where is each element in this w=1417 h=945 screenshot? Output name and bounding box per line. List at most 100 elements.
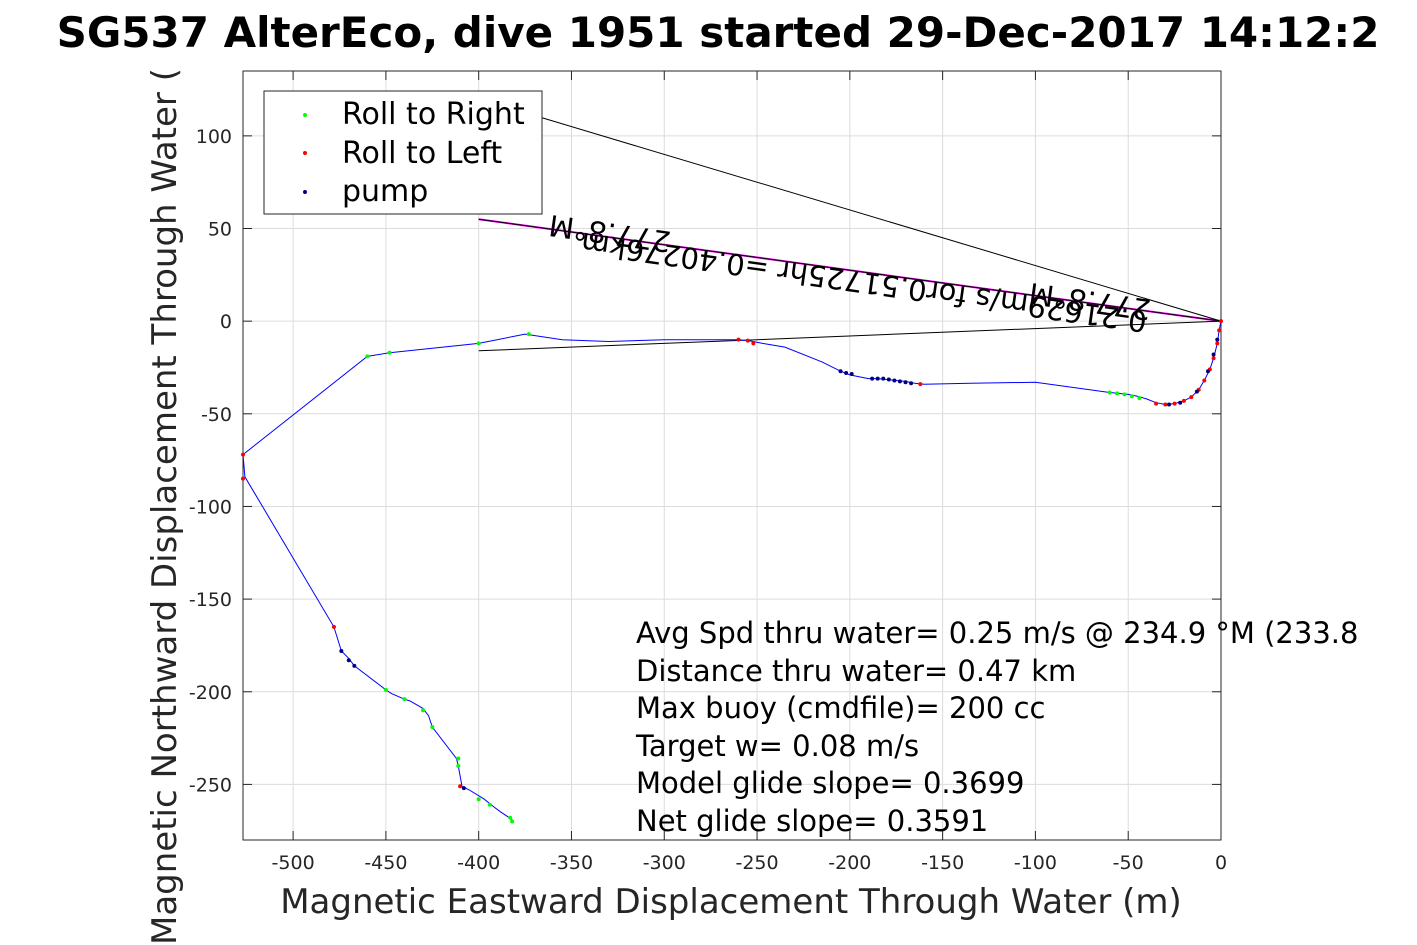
pump-marker (909, 381, 914, 386)
roll-right-marker (1122, 392, 1127, 397)
roll-left-marker (1163, 402, 1168, 407)
x-tick-label: 0 (1215, 852, 1227, 874)
dive-stats: Avg Spd thru water= 0.25 m/s @ 234.9 °M … (635, 616, 1358, 838)
legend-swatch-roll-right (303, 113, 307, 117)
roll-left-marker (1219, 319, 1223, 324)
pump-marker (352, 663, 357, 668)
y-tick-label: -250 (189, 774, 232, 796)
roll-right-marker (476, 797, 481, 802)
pump-marker (897, 379, 902, 384)
heading-annotation-lines (478, 98, 1222, 352)
roll-right-marker (508, 815, 513, 820)
roll-right-marker (421, 708, 426, 713)
roll-left-marker (1211, 356, 1216, 361)
y-tick-label: -50 (201, 404, 232, 426)
legend: Roll to Right Roll to Left pump (263, 90, 543, 215)
x-tick-label: -200 (828, 852, 871, 874)
roll-left-marker (1215, 341, 1220, 346)
pump-marker (875, 376, 880, 381)
chart-title: SG537 AlterEco, dive 1951 started 29-Dec… (57, 8, 1380, 57)
stat-max-buoy: Max buoy (cmdfile)= 200 cc (636, 691, 1045, 725)
roll-left-marker (1181, 398, 1186, 403)
roll-right-marker (383, 687, 388, 692)
y-axis-label: Magnetic Northward Displacement Through … (145, 68, 185, 945)
pump-marker (903, 380, 908, 385)
pump-marker (346, 658, 351, 663)
y-tick-label: 50 (208, 219, 232, 241)
roll-left-marker (241, 476, 245, 481)
roll-left-marker (241, 452, 245, 457)
roll-left-marker (745, 338, 750, 343)
roll-right-marker (387, 350, 392, 355)
roll-left-marker (1154, 401, 1159, 406)
x-tick-label: -250 (735, 852, 778, 874)
roll-left-marker (1189, 395, 1194, 400)
legend-swatch-roll-left (303, 151, 307, 155)
legend-swatch-pump (303, 190, 307, 194)
roll-left-marker (331, 624, 336, 629)
roll-right-marker (487, 802, 492, 807)
pump-marker (870, 376, 875, 381)
x-axis-label: Magnetic Eastward Displacement Through W… (280, 882, 1182, 922)
x-tick-label: -50 (1113, 852, 1144, 874)
roll-left-marker (1217, 328, 1222, 333)
roll-right-marker (1107, 390, 1112, 395)
roll-left-marker (918, 382, 923, 387)
stat-avg-speed: Avg Spd thru water= 0.25 m/s @ 234.9 °M … (636, 616, 1358, 650)
x-tick-label: -150 (921, 852, 964, 874)
pump-marker (461, 786, 466, 791)
roll-left-marker (458, 784, 463, 789)
legend-label-roll-right: Roll to Right (342, 97, 525, 132)
roll-right-marker (1115, 391, 1120, 396)
pump-marker (886, 377, 891, 382)
stat-net-glide-slope: Net glide slope= 0.3591 (636, 804, 988, 838)
y-tick-label: 100 (196, 126, 232, 148)
stat-target-w: Target w= 0.08 m/s (635, 729, 919, 763)
roll-right-marker (456, 756, 461, 761)
x-tick-label: -450 (364, 852, 407, 874)
y-tick-label: -150 (189, 589, 232, 611)
x-tick-label: -300 (643, 852, 686, 874)
roll-left-marker (1172, 401, 1177, 406)
pump-marker (339, 648, 344, 653)
pump-marker (1206, 369, 1211, 374)
legend-label-roll-left: Roll to Left (342, 136, 502, 171)
pump-marker (844, 371, 849, 376)
x-tick-label: -100 (1014, 852, 1057, 874)
pump-marker (892, 378, 897, 383)
pump-marker (1215, 337, 1220, 342)
marker-layer (241, 319, 1223, 824)
x-tick-label: -500 (272, 852, 315, 874)
roll-right-marker (1137, 396, 1142, 401)
x-tick-label: -350 (550, 852, 593, 874)
roll-right-marker (430, 724, 435, 729)
y-tick-label: -100 (189, 496, 232, 518)
pump-marker (1178, 400, 1183, 405)
roll-left-marker (751, 341, 756, 346)
heading-line (478, 320, 1222, 352)
roll-right-marker (476, 341, 481, 346)
roll-right-marker (1129, 394, 1134, 399)
heading-line (478, 98, 1222, 322)
roll-right-marker (526, 332, 531, 337)
pump-marker (849, 371, 854, 376)
roll-left-marker (1202, 378, 1207, 383)
pump-marker (881, 376, 886, 381)
roll-left-marker (736, 337, 741, 342)
pump-marker (1167, 402, 1172, 407)
pump-marker (1194, 389, 1199, 394)
legend-label-pump: pump (342, 174, 428, 209)
legend-box (263, 90, 543, 215)
pump-marker (1211, 352, 1216, 357)
stat-distance: Distance thru water= 0.47 km (636, 654, 1076, 688)
x-tick-label: -400 (457, 852, 500, 874)
stat-model-glide-slope: Model glide slope= 0.3699 (636, 766, 1024, 800)
roll-right-marker (510, 819, 515, 824)
y-tick-label: -200 (189, 682, 232, 704)
axis-ticks: -500 -450 -400 -350 -300 -250 -200 -150 -100 -50 0… (189, 71, 1227, 874)
roll-right-marker (456, 763, 461, 768)
roll-right-marker (402, 697, 407, 702)
y-tick-label: 0 (220, 311, 232, 333)
